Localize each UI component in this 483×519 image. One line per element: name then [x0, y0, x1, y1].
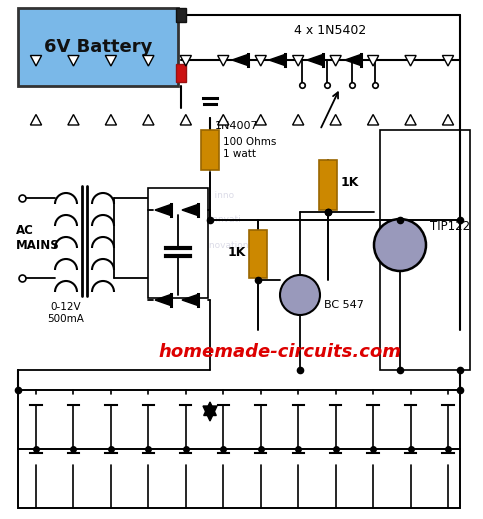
Polygon shape	[255, 115, 266, 125]
Polygon shape	[255, 56, 266, 66]
Text: 1K: 1K	[341, 176, 359, 189]
Text: 1N4007: 1N4007	[215, 121, 258, 131]
Polygon shape	[293, 56, 304, 66]
Polygon shape	[182, 294, 198, 306]
Text: homemade-circuits.com: homemade-circuits.com	[158, 343, 401, 361]
Text: 4 x 1N5402: 4 x 1N5402	[294, 23, 366, 36]
Polygon shape	[405, 56, 416, 66]
Polygon shape	[368, 56, 379, 66]
Polygon shape	[269, 54, 285, 65]
Polygon shape	[218, 115, 229, 125]
Text: swagatam innovation: swagatam innovation	[151, 240, 249, 250]
Polygon shape	[203, 406, 217, 421]
Polygon shape	[68, 56, 79, 66]
Polygon shape	[218, 56, 229, 66]
Circle shape	[374, 219, 426, 271]
Polygon shape	[30, 115, 42, 125]
Bar	[380, 130, 470, 370]
Circle shape	[280, 275, 320, 315]
Polygon shape	[204, 402, 216, 416]
Text: swagatam inno: swagatam inno	[166, 190, 235, 199]
Text: 6V Battery: 6V Battery	[44, 38, 152, 56]
Polygon shape	[105, 115, 116, 125]
Bar	[18, 8, 178, 86]
Polygon shape	[293, 115, 304, 125]
Polygon shape	[345, 54, 361, 65]
Bar	[319, 160, 337, 210]
Polygon shape	[180, 56, 191, 66]
Polygon shape	[155, 204, 171, 215]
Text: 100 Ohms
1 watt: 100 Ohms 1 watt	[223, 137, 276, 159]
Polygon shape	[182, 204, 198, 215]
Polygon shape	[442, 115, 454, 125]
Text: AC
MAINS: AC MAINS	[16, 224, 60, 252]
Bar	[148, 188, 208, 298]
Polygon shape	[330, 56, 341, 66]
Text: 1K: 1K	[227, 245, 246, 258]
Bar	[249, 230, 267, 278]
Polygon shape	[368, 115, 379, 125]
Polygon shape	[307, 54, 323, 65]
Polygon shape	[143, 115, 154, 125]
Polygon shape	[442, 56, 454, 66]
Polygon shape	[180, 115, 191, 125]
Text: 0-12V
500mA: 0-12V 500mA	[47, 302, 85, 324]
Polygon shape	[232, 54, 248, 65]
Polygon shape	[68, 115, 79, 125]
Bar	[176, 64, 186, 82]
Bar	[176, 8, 186, 22]
Text: TIP122: TIP122	[430, 221, 470, 234]
Bar	[18, 390, 460, 508]
Polygon shape	[155, 294, 171, 306]
Polygon shape	[330, 115, 341, 125]
Text: swagatam innvati: swagatam innvati	[159, 215, 241, 225]
Polygon shape	[143, 56, 154, 66]
Polygon shape	[30, 56, 42, 66]
Polygon shape	[105, 56, 116, 66]
Polygon shape	[405, 115, 416, 125]
Text: BC 547: BC 547	[324, 300, 364, 310]
Bar	[201, 130, 219, 170]
